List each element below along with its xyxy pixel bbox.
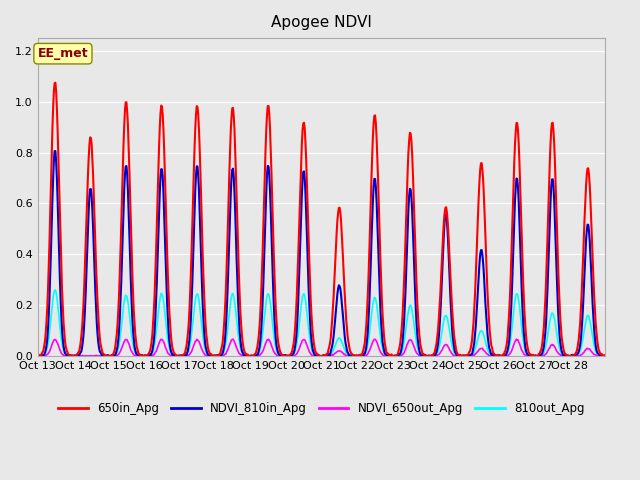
Title: Apogee NDVI: Apogee NDVI [271,15,372,30]
Legend: 650in_Apg, NDVI_810in_Apg, NDVI_650out_Apg, 810out_Apg: 650in_Apg, NDVI_810in_Apg, NDVI_650out_A… [54,397,589,420]
Text: EE_met: EE_met [38,47,88,60]
